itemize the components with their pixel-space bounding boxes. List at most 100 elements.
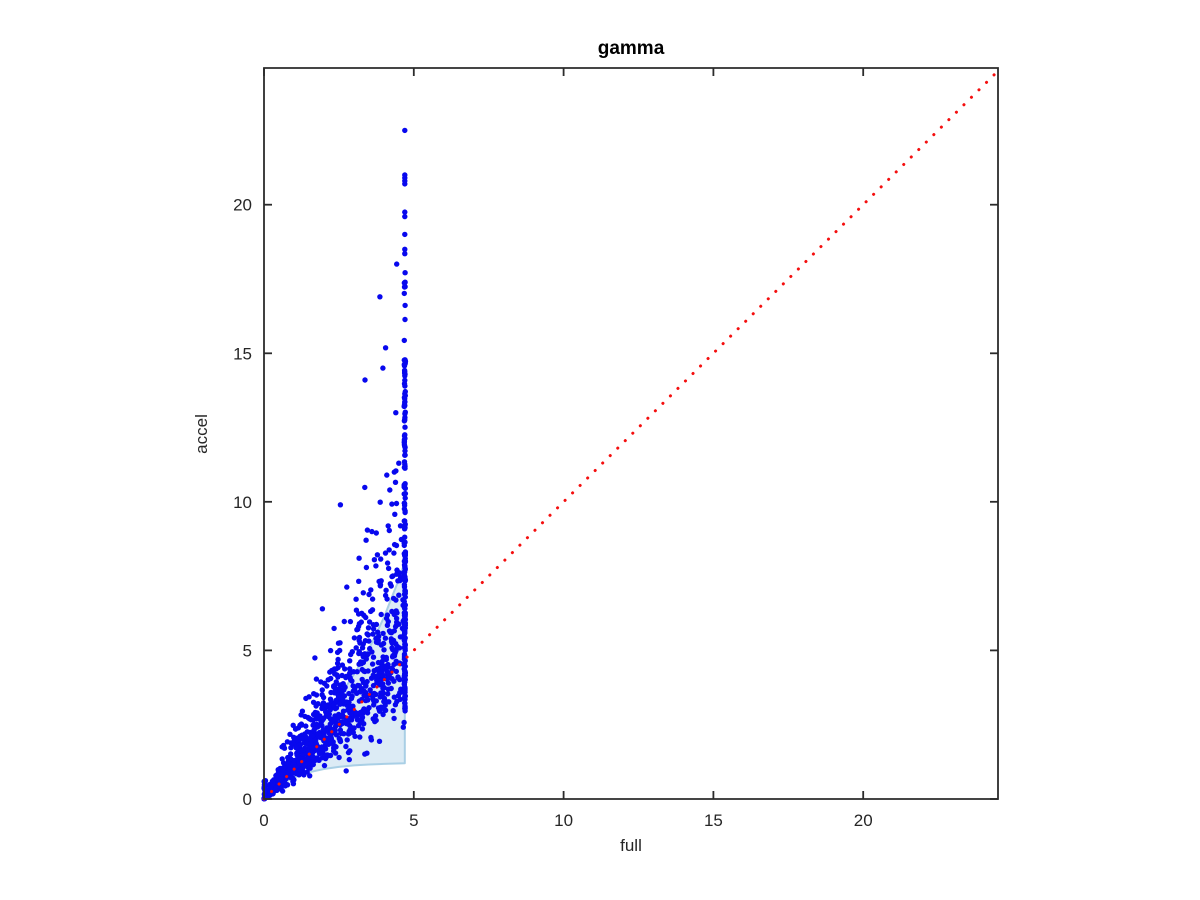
data-point — [384, 612, 391, 618]
data-point — [397, 634, 404, 640]
data-point — [288, 756, 294, 762]
data-point — [401, 284, 408, 290]
data-point — [353, 607, 360, 613]
data-point — [323, 728, 329, 734]
chart-title: gamma — [598, 38, 665, 59]
data-point — [356, 637, 362, 644]
data-point — [375, 629, 381, 635]
data-point — [339, 662, 346, 668]
data-point — [401, 290, 407, 297]
data-point — [313, 757, 320, 763]
data-point — [402, 368, 408, 375]
data-point — [402, 672, 408, 678]
data-point — [378, 556, 384, 562]
data-point — [373, 530, 379, 536]
data-point — [287, 731, 293, 737]
data-point — [402, 246, 408, 252]
data-point — [347, 618, 354, 625]
data-point — [370, 654, 377, 660]
data-point — [299, 736, 306, 742]
data-point — [343, 674, 349, 681]
data-point — [371, 557, 378, 563]
data-point — [372, 713, 379, 719]
data-point — [356, 683, 362, 689]
data-point — [394, 571, 400, 577]
data-point — [402, 630, 408, 636]
x-tick-label: 15 — [704, 811, 723, 830]
data-point — [347, 703, 354, 710]
data-point — [296, 772, 302, 778]
data-point — [384, 669, 391, 675]
data-point — [402, 209, 408, 215]
data-point — [306, 694, 312, 700]
data-point — [362, 377, 368, 383]
data-point — [356, 661, 362, 667]
data-point — [331, 716, 338, 722]
y-tick-label: 5 — [243, 641, 252, 660]
data-point — [402, 383, 408, 389]
data-point — [313, 703, 319, 709]
data-point — [327, 707, 333, 713]
data-point — [402, 392, 408, 399]
data-point — [388, 629, 394, 635]
data-point — [313, 676, 320, 682]
data-point — [358, 717, 364, 723]
data-point — [337, 727, 344, 733]
data-point — [402, 616, 408, 623]
data-point — [347, 675, 353, 681]
data-point — [347, 666, 353, 672]
data-point — [384, 560, 391, 566]
data-point — [393, 622, 399, 629]
data-point — [377, 499, 383, 505]
data-point — [310, 754, 316, 760]
data-point — [373, 621, 380, 628]
axes-box — [263, 67, 999, 800]
data-point — [312, 655, 318, 661]
data-point — [295, 755, 301, 761]
data-point — [381, 698, 387, 705]
data-point — [401, 574, 408, 581]
data-point — [319, 687, 325, 693]
data-point — [359, 645, 366, 651]
y-axis-label: accel — [192, 414, 211, 454]
data-point — [386, 547, 392, 553]
data-point — [333, 697, 339, 704]
data-point — [385, 565, 392, 572]
data-point — [350, 683, 356, 689]
tick-labels: 0 5 10 15 20 0 5 10 15 20 — [233, 196, 873, 830]
data-point — [402, 679, 408, 685]
data-point — [351, 635, 358, 641]
data-point — [360, 590, 366, 596]
x-tick-label: 5 — [409, 811, 418, 830]
data-point — [371, 702, 377, 708]
data-point — [402, 549, 409, 555]
data-point — [366, 705, 372, 711]
data-point — [288, 751, 294, 757]
data-point — [359, 610, 365, 616]
data-point — [281, 745, 288, 751]
data-point — [377, 680, 383, 686]
data-point — [370, 631, 376, 637]
data-point — [401, 660, 408, 667]
data-point — [390, 595, 397, 602]
data-point — [384, 596, 390, 602]
data-point — [337, 640, 343, 646]
data-point — [380, 690, 386, 696]
data-point — [380, 365, 386, 371]
data-point — [391, 541, 398, 548]
data-point — [348, 651, 354, 658]
data-point — [402, 213, 408, 220]
data-point — [393, 615, 400, 622]
data-point — [344, 584, 350, 590]
data-point — [391, 694, 397, 700]
data-point — [402, 424, 408, 430]
y-tick-label: 20 — [233, 196, 252, 215]
data-point — [375, 659, 382, 666]
data-point — [337, 701, 343, 707]
data-point — [317, 734, 323, 740]
data-point — [402, 172, 408, 178]
data-point — [368, 737, 375, 743]
data-point — [364, 696, 371, 703]
data-point — [371, 668, 377, 674]
